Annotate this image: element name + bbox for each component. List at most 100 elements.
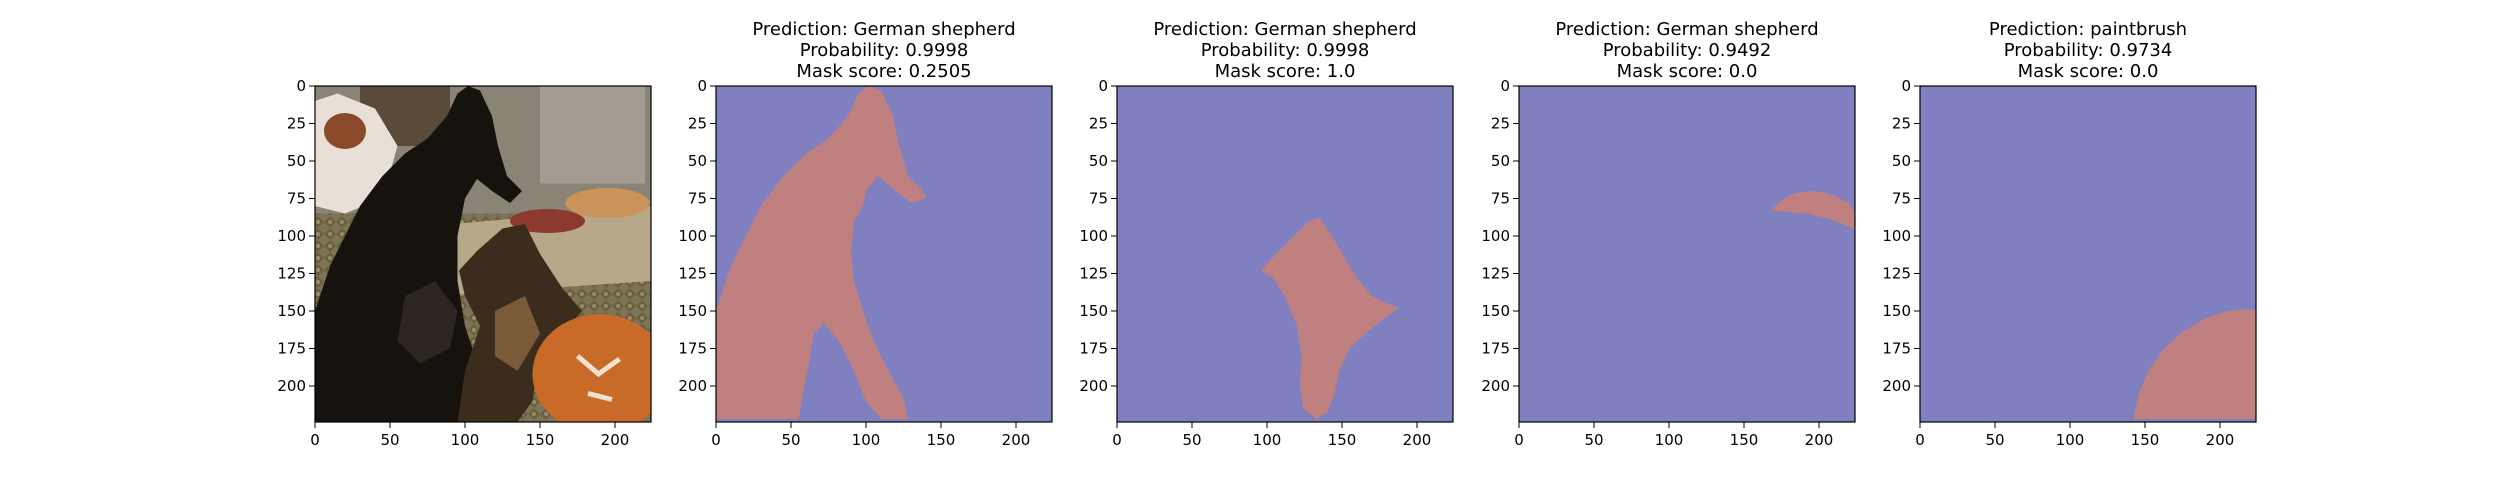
y-tick-label: 200 [678, 377, 707, 395]
y-tick-label: 100 [277, 227, 306, 245]
x-tick-label: 200 [601, 431, 630, 449]
x-tick-label: 100 [1655, 431, 1684, 449]
photo-dog-puppy-tan [495, 296, 540, 371]
y-tick-label: 75 [1491, 190, 1510, 208]
y-tick-label: 0 [296, 77, 306, 95]
y-tick-label: 200 [1079, 377, 1108, 395]
y-tick-label: 150 [277, 302, 306, 320]
x-tick-label: 50 [1584, 431, 1603, 449]
y-tick-label: 75 [1892, 190, 1911, 208]
panel-0: 0 50 100 150 200 0 25 50 75 100 125 150 175 200 [277, 77, 652, 449]
y-tick-label: 125 [1481, 265, 1510, 283]
y-tick-label: 25 [1892, 115, 1911, 133]
y-tick-label: 150 [1481, 302, 1510, 320]
y-tick-label: 125 [277, 265, 306, 283]
y-tick-label: 175 [1882, 340, 1911, 358]
x-tick-label: 0 [1514, 431, 1524, 449]
y-tick-label: 100 [678, 227, 707, 245]
y-tick-label: 25 [287, 115, 306, 133]
x-tick-label: 100 [451, 431, 480, 449]
y-tick-label: 175 [678, 340, 707, 358]
x-tick-label: 150 [526, 431, 555, 449]
mask-region-1 [716, 86, 926, 419]
x-tick-label: 150 [1328, 431, 1357, 449]
y-tick-label: 175 [1079, 340, 1108, 358]
panel-title-line: Mask score: 0.0 [1617, 61, 1758, 82]
y-tick-label: 125 [678, 265, 707, 283]
panel-title-line: Mask score: 1.0 [1215, 61, 1356, 82]
x-tick-label: 150 [2131, 431, 2160, 449]
axes-frame [715, 85, 1053, 423]
x-tick-label: 200 [1403, 431, 1432, 449]
photo-dog-back [565, 188, 650, 218]
x-tick-label: 200 [1002, 431, 1031, 449]
y-tick-label: 50 [1491, 152, 1510, 170]
y-tick-label: 200 [277, 377, 306, 395]
y-tick-label: 100 [1882, 227, 1911, 245]
x-tick-label: 0 [711, 431, 721, 449]
panel-2: Prediction: German shepherdProbability: … [1079, 19, 1454, 449]
y-tick-label: 50 [287, 152, 306, 170]
x-tick-label: 100 [1253, 431, 1282, 449]
y-tick-label: 100 [1079, 227, 1108, 245]
panel-title-line: Prediction: German shepherd [1555, 19, 1818, 40]
y-tick-label: 25 [1491, 115, 1510, 133]
x-tick-label: 150 [1730, 431, 1759, 449]
y-tick-label: 75 [287, 190, 306, 208]
x-tick-label: 0 [1915, 431, 1925, 449]
photo-rug [510, 209, 585, 233]
y-tick-label: 50 [688, 152, 707, 170]
x-tick-label: 100 [2056, 431, 2085, 449]
y-tick-label: 75 [1089, 190, 1108, 208]
panel-title-line: Mask score: 0.0 [2018, 61, 2159, 82]
y-tick-label: 175 [1481, 340, 1510, 358]
y-tick-label: 0 [1098, 77, 1108, 95]
photo-pillow-pattern [575, 354, 621, 402]
y-tick-label: 50 [1089, 152, 1108, 170]
input-photo [315, 86, 651, 422]
photo-dog-white-ear [324, 113, 366, 149]
y-tick-label: 25 [1089, 115, 1108, 133]
x-tick-label: 50 [781, 431, 800, 449]
axes-frame [1116, 85, 1454, 423]
x-tick-label: 50 [380, 431, 399, 449]
y-tick-label: 150 [1882, 302, 1911, 320]
axes-frame [314, 85, 652, 423]
axes-frame [1518, 85, 1856, 423]
mask-region-2 [1261, 218, 1399, 419]
y-tick-label: 0 [1901, 77, 1911, 95]
y-tick-label: 150 [678, 302, 707, 320]
photo-door [540, 86, 645, 184]
y-tick-label: 75 [688, 190, 707, 208]
photo-dog-black [315, 86, 522, 422]
x-tick-label: 200 [1805, 431, 1834, 449]
y-tick-label: 125 [1079, 265, 1108, 283]
y-tick-label: 150 [1079, 302, 1108, 320]
mask-background [1519, 86, 1855, 422]
panel-title-line: Probability: 0.9734 [2004, 40, 2173, 61]
y-tick-label: 0 [697, 77, 707, 95]
panel-title-line: Probability: 0.9998 [800, 40, 969, 61]
y-tick-label: 100 [1481, 227, 1510, 245]
y-tick-label: 0 [1500, 77, 1510, 95]
x-tick-label: 0 [1112, 431, 1122, 449]
y-tick-label: 50 [1892, 152, 1911, 170]
y-tick-label: 125 [1882, 265, 1911, 283]
mask-region-3 [1771, 191, 1855, 230]
x-tick-label: 150 [927, 431, 956, 449]
x-tick-label: 200 [2206, 431, 2235, 449]
panel-title-line: Prediction: paintbrush [1989, 19, 2187, 40]
photo-dog-black-shade [397, 281, 458, 364]
axes-frame [1919, 85, 2257, 423]
panel-3: Prediction: German shepherdProbability: … [1481, 19, 1856, 449]
x-tick-label: 50 [1182, 431, 1201, 449]
y-tick-label: 200 [1882, 377, 1911, 395]
panel-1: Prediction: German shepherdProbability: … [678, 19, 1053, 449]
y-tick-label: 25 [688, 115, 707, 133]
mask-region-4 [2133, 309, 2256, 419]
x-tick-label: 100 [852, 431, 881, 449]
panel-title-line: Prediction: German shepherd [752, 19, 1015, 40]
y-tick-label: 200 [1481, 377, 1510, 395]
